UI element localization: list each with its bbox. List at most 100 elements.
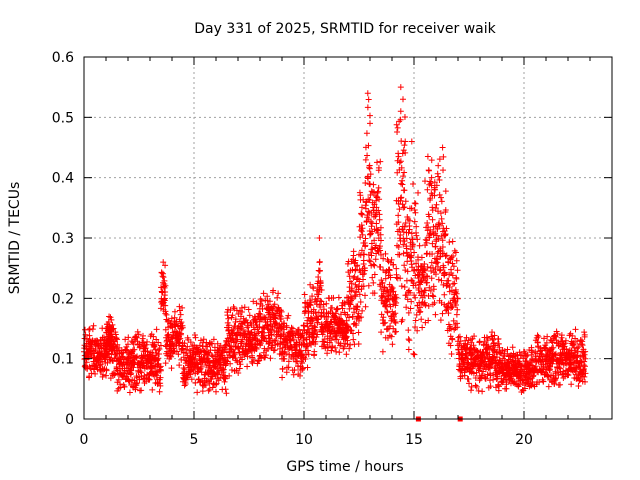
- chart-title: Day 331 of 2025, SRMTID for receiver wai…: [194, 21, 496, 37]
- data-point: [431, 192, 438, 199]
- data-point: [358, 314, 365, 321]
- data-point: [450, 280, 457, 287]
- data-point: [368, 223, 375, 230]
- data-point: [180, 364, 187, 371]
- data-point: [378, 251, 385, 258]
- data-point: [157, 382, 164, 389]
- data-point: [551, 380, 558, 387]
- data-point: [469, 349, 476, 356]
- data-point: [466, 380, 473, 387]
- data-point: [99, 371, 106, 378]
- data-point: [454, 306, 461, 313]
- data-point: [424, 279, 431, 286]
- data-point: [355, 310, 362, 317]
- data-point: [358, 222, 365, 229]
- data-point: [375, 207, 382, 214]
- data-point: [223, 390, 230, 397]
- data-point: [192, 334, 199, 341]
- data-point: [393, 274, 400, 281]
- data-point: [372, 213, 379, 220]
- data-point: [158, 269, 165, 276]
- data-point: [427, 287, 434, 294]
- data-point: [438, 277, 445, 284]
- data-point: [357, 298, 364, 305]
- data-point: [395, 153, 402, 160]
- data-point: [313, 334, 320, 341]
- data-point: [443, 225, 450, 232]
- data-point: [162, 288, 169, 295]
- data-point: [351, 292, 358, 299]
- data-point: [343, 333, 350, 340]
- data-point: [264, 293, 271, 300]
- data-point: [574, 352, 581, 359]
- data-point: [250, 356, 257, 363]
- data-point: [146, 353, 153, 360]
- data-point: [418, 254, 425, 261]
- data-point: [428, 182, 435, 189]
- data-point: [495, 340, 502, 347]
- data-point: [439, 220, 446, 227]
- data-point: [393, 265, 400, 272]
- data-point: [396, 251, 403, 258]
- data-point: [510, 350, 517, 357]
- data-point: [222, 375, 229, 382]
- data-point: [401, 142, 408, 149]
- data-point: [581, 378, 588, 385]
- data-point: [577, 336, 584, 343]
- data-point: [318, 286, 325, 293]
- data-point: [415, 189, 422, 196]
- data-point: [262, 314, 269, 321]
- data-point: [285, 312, 292, 319]
- data-point: [288, 324, 295, 331]
- data-point: [453, 275, 460, 282]
- data-point: [329, 304, 336, 311]
- data-point: [223, 357, 230, 364]
- data-point: [393, 121, 400, 128]
- data-point: [187, 339, 194, 346]
- data-point: [95, 340, 102, 347]
- data-point: [276, 312, 283, 319]
- data-point: [428, 259, 435, 266]
- data-point: [412, 317, 419, 324]
- data-point: [332, 344, 339, 351]
- data-point: [518, 352, 525, 359]
- data-point: [429, 240, 436, 247]
- data-point: [333, 348, 340, 355]
- data-point: [301, 291, 308, 298]
- data-point: [424, 273, 431, 280]
- data-point: [432, 271, 439, 278]
- data-point: [433, 182, 440, 189]
- y-tick-label: 0: [65, 412, 74, 428]
- data-point: [448, 287, 455, 294]
- data-point: [271, 301, 278, 308]
- data-point: [304, 323, 311, 330]
- data-point: [432, 311, 439, 318]
- data-point: [406, 217, 413, 224]
- data-point-peak: [397, 108, 404, 115]
- data-point: [453, 290, 460, 297]
- data-point: [380, 314, 387, 321]
- data-point: [252, 344, 259, 351]
- data-point: [570, 341, 577, 348]
- data-point: [332, 310, 339, 317]
- data-point: [562, 340, 569, 347]
- data-point: [431, 179, 438, 186]
- data-point: [412, 200, 419, 207]
- data-point: [258, 298, 265, 305]
- data-point: [387, 323, 394, 330]
- data-point: [350, 248, 357, 255]
- data-point: [153, 336, 160, 343]
- data-point: [363, 130, 370, 137]
- y-tick-label: 0.5: [52, 110, 74, 126]
- data-point: [440, 167, 447, 174]
- data-point: [121, 383, 128, 390]
- data-point: [131, 346, 138, 353]
- data-point: [206, 379, 213, 386]
- data-point: [437, 317, 444, 324]
- data-point: [344, 341, 351, 348]
- data-point: [396, 159, 403, 166]
- data-point: [181, 382, 188, 389]
- data-point: [434, 226, 441, 233]
- data-point-peak: [402, 138, 409, 145]
- data-point: [427, 195, 434, 202]
